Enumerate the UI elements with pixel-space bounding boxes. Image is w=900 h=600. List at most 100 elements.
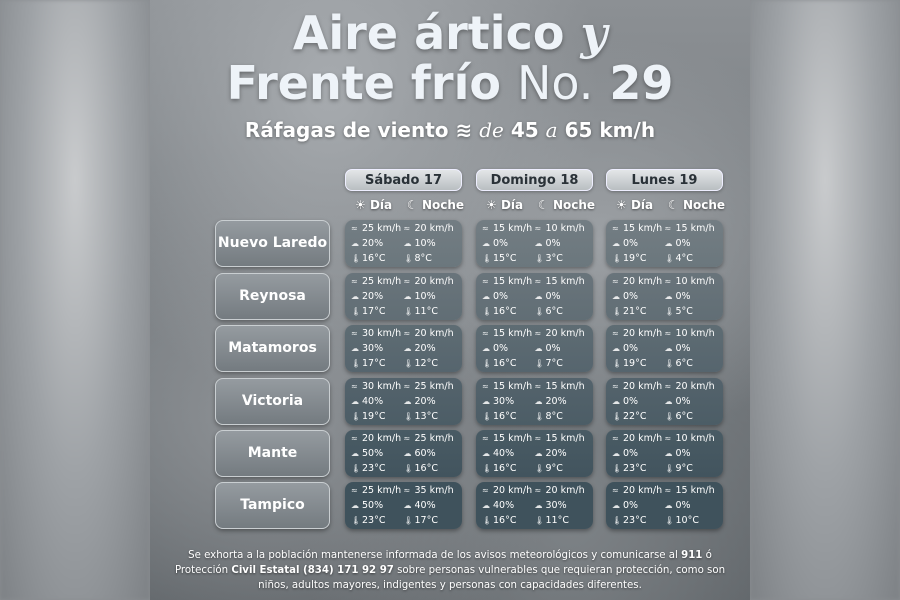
sun-icon: ☀ [355, 198, 366, 212]
night-label: ☾ Noche [407, 198, 464, 212]
value: 25 km/h [362, 276, 402, 287]
wind-icon: ≈ [664, 434, 672, 443]
rain-line: ☁ 0% [665, 291, 718, 302]
value: 0% [545, 343, 561, 354]
rain-line: ☁ 40% [482, 500, 535, 511]
forecast-card: ≈20 km/h ☁ 0% 🌡21°C ≈10 km/h ☁ 0% 🌡5°C [606, 273, 723, 320]
temp-line: 🌡9°C [665, 463, 718, 474]
forecast-card: ≈20 km/h ☁ 0% 🌡23°C ≈10 km/h ☁ 0% 🌡9°C [606, 430, 723, 477]
wind-icon: ≈ [482, 277, 489, 286]
value: 17°C [362, 358, 386, 369]
wind-line: ≈10 km/h [665, 433, 718, 444]
night-forecast: ≈20 km/h ☁ 20% 🌡12°C [404, 328, 457, 369]
value: 10 km/h [675, 328, 715, 339]
rain-line: ☁ 60% [404, 448, 457, 459]
value: 7°C [545, 358, 563, 369]
rain-line: ☁ 0% [482, 343, 535, 354]
noche-label: Noche [682, 198, 726, 212]
temp-line: 🌡11°C [404, 306, 457, 317]
temp-line: 🌡23°C [612, 515, 665, 526]
temp-line: 🌡8°C [535, 411, 588, 422]
value: 0% [675, 238, 691, 249]
value: 3°C [545, 253, 563, 264]
rain-icon: ☁ [612, 501, 620, 510]
thermometer-icon: 🌡 [612, 307, 623, 316]
value: 19°C [362, 411, 386, 422]
rain-icon: ☁ [482, 449, 490, 458]
value: 20% [362, 238, 384, 249]
value: 9°C [545, 463, 563, 474]
wind-icon: ≈ [612, 224, 619, 233]
rain-line: ☁ 50% [351, 500, 404, 511]
moon-icon: ☾ [538, 198, 549, 212]
value: 40% [493, 448, 515, 459]
thermometer-icon: 🌡 [664, 254, 675, 263]
value: 0% [623, 448, 639, 459]
rain-icon: ☁ [403, 292, 412, 301]
value: 40% [493, 500, 515, 511]
wind-icon: ≈ [351, 486, 358, 495]
rain-icon: ☁ [534, 344, 543, 353]
night-forecast: ≈10 km/h ☁ 0% 🌡9°C [665, 433, 718, 474]
wind-icon: ≈ [482, 382, 489, 391]
night-forecast: ≈10 km/h ☁ 0% 🌡5°C [665, 276, 718, 317]
value: 5°C [675, 306, 693, 317]
thermometer-icon: 🌡 [612, 254, 623, 263]
rain-icon: ☁ [534, 397, 543, 406]
wind-line: ≈15 km/h [535, 433, 588, 444]
wind-icon: ≈ [482, 486, 489, 495]
city-label: Matamoros [215, 325, 330, 372]
thermometer-icon: 🌡 [403, 516, 414, 525]
thermometer-icon: 🌡 [403, 359, 414, 368]
wind-icon: ≈ [351, 224, 358, 233]
night-forecast: ≈25 km/h ☁ 60% 🌡16°C [404, 433, 457, 474]
night-forecast: ≈15 km/h ☁ 20% 🌡9°C [535, 433, 588, 474]
value: 30% [362, 343, 384, 354]
wind-line: ≈20 km/h [404, 223, 457, 234]
wind-icon: ≈ [664, 224, 672, 233]
value: 4°C [675, 253, 693, 264]
day-forecast: ≈15 km/h ☁ 0% 🌡19°C [612, 223, 665, 264]
sun-icon: ☀ [486, 198, 497, 212]
rain-icon: ☁ [534, 292, 543, 301]
rain-icon: ☁ [612, 344, 620, 353]
noche-label: Noche [552, 198, 596, 212]
day-forecast: ≈25 km/h ☁ 20% 🌡16°C [351, 223, 404, 264]
temp-line: 🌡7°C [535, 358, 588, 369]
value: 20% [414, 396, 436, 407]
night-label: ☾ Noche [668, 198, 725, 212]
rain-line: ☁ 10% [404, 238, 457, 249]
rain-icon: ☁ [612, 449, 620, 458]
thermometer-icon: 🌡 [351, 359, 362, 368]
subtitle-text: Ráfagas de viento [244, 118, 449, 142]
thermometer-icon: 🌡 [664, 516, 675, 525]
wind-icon: ≈ [403, 329, 411, 338]
day-forecast: ≈20 km/h ☁ 0% 🌡22°C [612, 381, 665, 422]
rain-line: ☁ 0% [612, 343, 665, 354]
value: 25 km/h [362, 485, 402, 496]
value: 0% [493, 238, 509, 249]
wind-line: ≈15 km/h [665, 485, 718, 496]
wind-icon: ≈ [351, 329, 358, 338]
temp-line: 🌡5°C [665, 306, 718, 317]
rain-line: ☁ 40% [404, 500, 457, 511]
day-forecast: ≈20 km/h ☁ 0% 🌡21°C [612, 276, 665, 317]
temp-line: 🌡19°C [612, 358, 665, 369]
subtitle-de: de [479, 118, 504, 142]
rain-line: ☁ 0% [612, 238, 665, 249]
value: 40% [414, 500, 436, 511]
value: 0% [545, 291, 561, 302]
forecast-card: ≈25 km/h ☁ 20% 🌡17°C ≈20 km/h ☁ 10% 🌡11°C [345, 273, 462, 320]
thermometer-icon: 🌡 [351, 464, 362, 473]
rain-line: ☁ 0% [612, 448, 665, 459]
rain-icon: ☁ [612, 397, 620, 406]
rain-icon: ☁ [403, 501, 412, 510]
rain-icon: ☁ [351, 449, 359, 458]
value: 16°C [493, 306, 517, 317]
value: 20% [362, 291, 384, 302]
value: 30 km/h [362, 328, 402, 339]
wind-icon: ≈ [482, 329, 489, 338]
value: 20 km/h [623, 328, 663, 339]
value: 21°C [623, 306, 647, 317]
wind-line: ≈15 km/h [482, 433, 535, 444]
